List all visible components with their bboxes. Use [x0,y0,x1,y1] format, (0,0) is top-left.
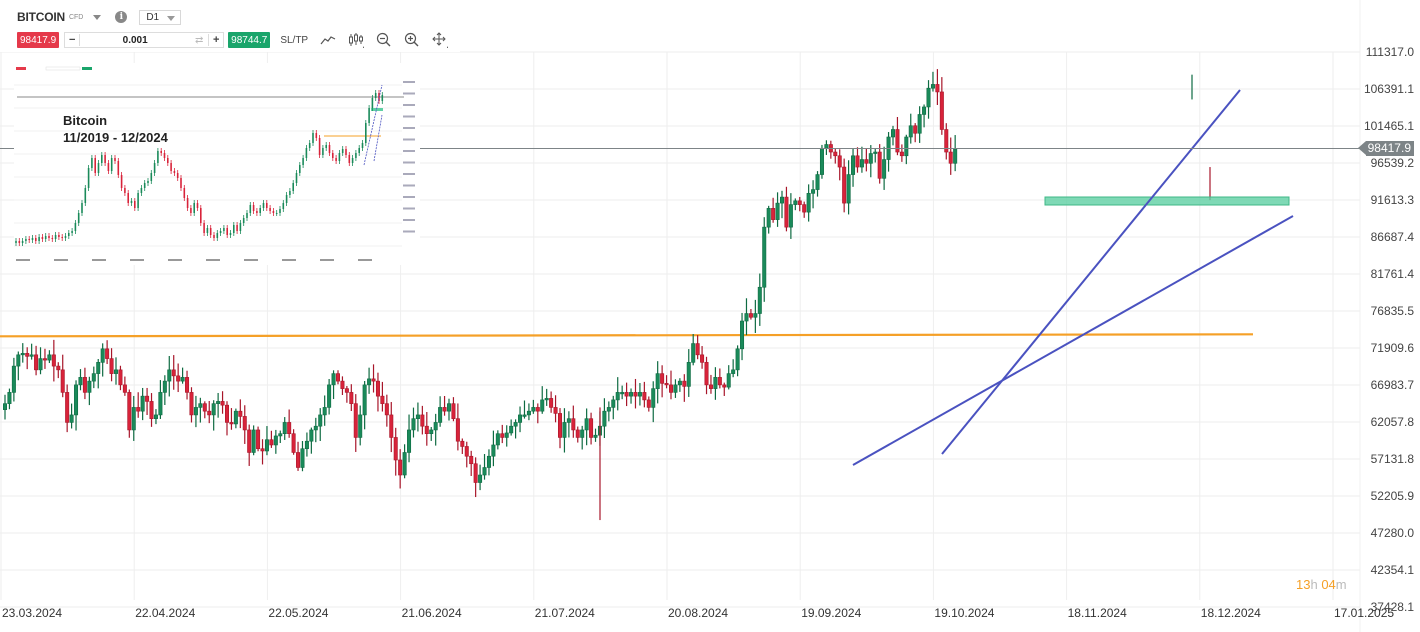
time-axis-label: 22.04.2024 [135,606,196,620]
time-axis-label: 23.03.2024 [2,606,63,620]
price-axis-label: 47280.0 [1370,526,1414,540]
price-axis-label: 91613.3 [1370,193,1414,207]
quantity-stepper: − 0.001 ⇄ + [64,32,225,48]
countdown-h-unit: h [1310,577,1322,592]
symbol-name[interactable]: BITCOIN [17,10,65,24]
order-row: 98417.9 − 0.001 ⇄ + 98744.7 SL/TP [17,32,449,48]
quantity-input[interactable]: 0.001 [122,34,148,46]
candle-countdown: 13h 04m [1296,577,1347,592]
price-axis-label: 76835.5 [1370,304,1414,318]
inset-chart-image: Bitcoin 11/2019 - 12/2024 [14,63,420,265]
price-axis-label: 42354.1 [1370,563,1414,577]
price-axis-label: 106391.1 [1363,82,1414,96]
time-axis-label: 18.11.2024 [1067,606,1127,620]
increase-quantity-button[interactable]: + [208,34,223,46]
price-axis-label: 52205.9 [1370,489,1414,503]
decrease-quantity-button[interactable]: − [65,34,81,46]
symbol-dropdown-chevron-icon[interactable] [93,14,102,20]
time-axis-label: 22.05.2024 [268,606,329,620]
inset-chart-canvas [14,66,415,261]
line-chart-icon[interactable] [320,32,336,48]
trading-toolbar: BITCOIN CFD i D1 98417.9 − 0.001 ⇄ + 987… [0,0,460,52]
price-axis-label: 57131.8 [1370,452,1414,466]
price-axis-label: 71909.6 [1370,341,1414,355]
zoom-out-icon[interactable] [376,32,392,48]
countdown-hours: 13 [1296,577,1311,592]
time-axis-label: 18.12.2024 [1200,606,1261,620]
info-icon[interactable]: i [115,11,128,23]
inset-title: Bitcoin 11/2019 - 12/2024 [63,112,168,146]
inset-title-line2: 11/2019 - 12/2024 [63,130,168,145]
price-axis-label: 101465.1 [1363,119,1414,133]
sl-tp-button[interactable]: SL/TP [280,34,309,46]
swap-icon[interactable]: ⇄ [194,34,204,46]
instrument-type: CFD [68,13,84,21]
chevron-down-icon [167,15,176,21]
time-axis-label: 17.01.2025 [1334,606,1395,620]
sell-button[interactable]: 98417.9 [17,32,60,48]
buy-button[interactable]: 98744.7 [228,32,271,48]
price-axis-label: 86687.4 [1370,230,1414,244]
move-crosshair-icon[interactable] [432,32,449,48]
inset-title-line1: Bitcoin [63,113,108,128]
time-axis-label: 21.07.2024 [534,606,595,620]
symbol-row: BITCOIN CFD i D1 [17,8,182,26]
price-axis-label: 96539.2 [1370,156,1414,170]
current-price-tag: 98417.9 [1357,141,1414,156]
price-axis-label: 111317.0 [1365,45,1414,59]
candlestick-icon[interactable] [348,32,365,48]
timeframe-value: D1 [146,11,160,23]
countdown-m-unit: m [1335,577,1347,592]
timeframe-select[interactable]: D1 [139,9,182,25]
price-axis-label: 62057.8 [1370,415,1414,429]
time-axis-label: 19.09.2024 [801,606,862,620]
price-axis-label: 81761.4 [1370,267,1414,281]
time-axis-label: 19.10.2024 [934,606,995,620]
time-axis-label: 21.06.2024 [401,606,462,620]
price-axis-label: 66983.7 [1370,378,1414,392]
countdown-minutes: 04 [1321,577,1336,592]
zoom-in-icon[interactable] [404,32,420,48]
price-axis-label: 37428.1 [1370,600,1414,614]
time-axis-label: 20.08.2024 [668,606,729,620]
